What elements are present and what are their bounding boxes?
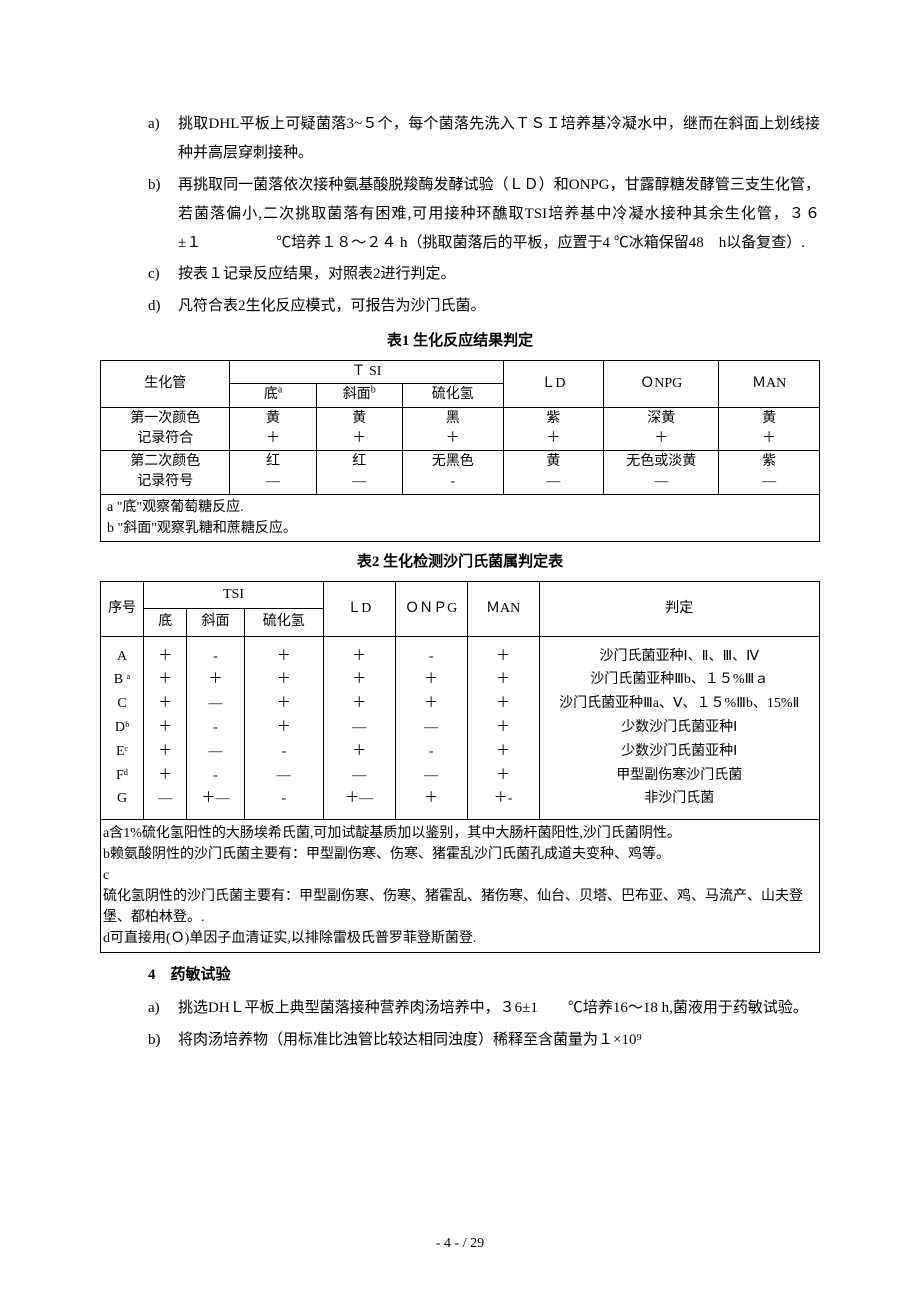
- list-item-a: a) 挑取DHL平板上可疑菌落3~５个，每个菌落先洗入ＴＳＩ培养基冷凝水中，继而…: [100, 110, 820, 169]
- list-marker: a): [148, 994, 178, 1023]
- table2-header-onpg: ＯＮＰG: [395, 582, 467, 637]
- table2-data-row: A B ᵃ C Dᵇ Eᶜ Fᵈ G ＋ ＋ ＋ ＋ ＋ ＋ — - ＋ — -…: [101, 636, 820, 820]
- table1-header-slant: 斜面b: [316, 384, 402, 407]
- table1-header-tube: 生化管: [101, 361, 230, 408]
- list-text: 再挑取同一菌落依次接种氨基酸脱羧酶发酵试验（ＬＤ）和ONPG，甘露醇糖发酵管三支…: [178, 171, 820, 259]
- table1-header-h2s: 硫化氢: [402, 384, 503, 407]
- section4-item-b: b) 将肉汤培养物（用标准比浊管比较达相同浊度）稀释至含菌量为１×10⁹: [100, 1026, 820, 1055]
- list-item-b: b) 再挑取同一菌落依次接种氨基酸脱羧酶发酵试验（ＬＤ）和ONPG，甘露醇糖发酵…: [100, 171, 820, 259]
- list-marker: d): [148, 292, 178, 321]
- table1-notes: a "底"观察葡萄糖反应. b "斜面"观察乳糖和蔗糖反应。: [101, 494, 820, 541]
- section-4-heading: 4 药敏试验: [100, 961, 820, 990]
- table1-header-onpg: ＯNPG: [604, 361, 719, 408]
- table1-header-man: ＭAN: [719, 361, 820, 408]
- table1-header-ld: ＬD: [503, 361, 604, 408]
- table2-header-man: ＭAN: [467, 582, 539, 637]
- list-marker: b): [148, 1026, 178, 1055]
- table1-caption: 表1 生化反应结果判定: [100, 327, 820, 356]
- page-content: a) 挑取DHL平板上可疑菌落3~５个，每个菌落先洗入ＴＳＩ培养基冷凝水中，继而…: [100, 110, 820, 1055]
- list-text: 将肉汤培养物（用标准比浊管比较达相同浊度）稀释至含菌量为１×10⁹: [178, 1026, 820, 1055]
- table1-header-bottom: 底a: [230, 384, 316, 407]
- table2-header-seq: 序号: [101, 582, 144, 637]
- table2-caption: 表2 生化检测沙门氏菌属判定表: [100, 548, 820, 577]
- list-text: 按表１记录反应结果，对照表2进行判定。: [178, 260, 820, 289]
- table2-header-tsi: TSI: [144, 582, 324, 609]
- table2-header-h2s: 硫化氢: [244, 609, 323, 636]
- table2-header-result: 判定: [539, 582, 819, 637]
- table2-header-ld: ＬD: [323, 582, 395, 637]
- table2-notes: a含1%硫化氢阳性的大肠埃希氏菌,可加试靛基质加以鉴别，其中大肠杆菌阳性,沙门氏…: [101, 820, 820, 953]
- table2: 序号 TSI ＬD ＯＮＰG ＭAN 判定 底 斜面 硫化氢 A B ᵃ C D…: [100, 581, 820, 953]
- list-item-d: d) 凡符合表2生化反应模式，可报告为沙门氏菌。: [100, 292, 820, 321]
- page-number: - 4 - / 29: [0, 1236, 920, 1252]
- list-marker: b): [148, 171, 178, 259]
- table1-row-2: 第二次颜色记录符号 红— 红— 无黑色- 黄— 无色或淡黄— 紫—: [101, 451, 820, 495]
- list-marker: c): [148, 260, 178, 289]
- table2-header-bottom: 底: [144, 609, 187, 636]
- list-text: 挑取DHL平板上可疑菌落3~５个，每个菌落先洗入ＴＳＩ培养基冷凝水中，继而在斜面…: [178, 110, 820, 169]
- list-text: 凡符合表2生化反应模式，可报告为沙门氏菌。: [178, 292, 820, 321]
- list-text: 挑选DHＬ平板上典型菌落接种营养肉汤培养中，３6±1 ℃培养16～18 h,菌液…: [178, 994, 820, 1023]
- table1-header-tsi: Ｔ SI: [230, 361, 503, 384]
- list-item-c: c) 按表１记录反应结果，对照表2进行判定。: [100, 260, 820, 289]
- list-marker: a): [148, 110, 178, 169]
- table1: 生化管 Ｔ SI ＬD ＯNPG ＭAN 底a 斜面b 硫化氢 第一次颜色记录符…: [100, 360, 820, 542]
- table1-row-1: 第一次颜色记录符合 黄＋ 黄＋ 黑＋ 紫＋ 深黄＋ 黄＋: [101, 407, 820, 451]
- table2-header-slant: 斜面: [187, 609, 245, 636]
- section4-item-a: a) 挑选DHＬ平板上典型菌落接种营养肉汤培养中，３6±1 ℃培养16～18 h…: [100, 994, 820, 1023]
